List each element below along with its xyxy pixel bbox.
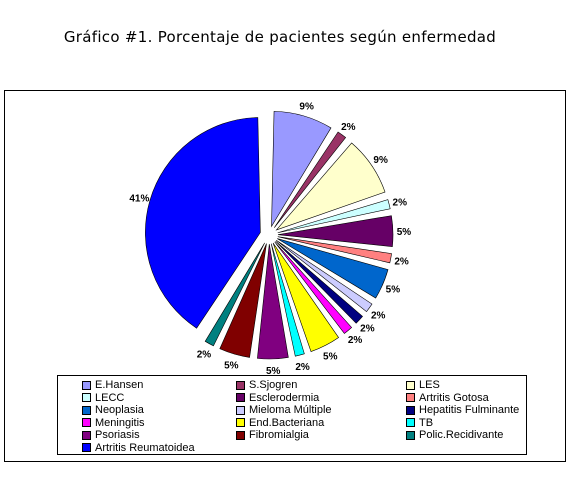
pie-slice-polic-recidivante bbox=[204, 242, 265, 347]
data-label-mieloma-m-ltiple: 2% bbox=[371, 310, 386, 321]
legend-item: Hepatitis Fulminante bbox=[406, 404, 519, 416]
legend-item: Meningitis bbox=[82, 417, 145, 429]
pie-slice-neoplasia bbox=[277, 238, 389, 299]
data-label-tb: 2% bbox=[295, 362, 310, 373]
legend-swatch bbox=[406, 393, 415, 402]
data-label-artritis-gotosa: 2% bbox=[394, 256, 409, 267]
pie-slice-e-hansen bbox=[271, 111, 332, 228]
chart-title: Gráfico #1. Porcentaje de pacientes segú… bbox=[63, 28, 497, 46]
legend-label: LES bbox=[419, 379, 440, 391]
legend-label: Artritis Gotosa bbox=[419, 391, 489, 404]
pie-slice-meningitis bbox=[274, 241, 353, 334]
legend-label: Polic.Recidivante bbox=[419, 429, 504, 441]
pie-slice-mieloma-m-ltiple bbox=[276, 240, 373, 313]
data-label-neoplasia: 5% bbox=[386, 285, 401, 296]
pie-slice-artritis-gotosa bbox=[277, 236, 392, 264]
chart-frame: 9% 2% 9% 2% 5% 2% 5% 2% 2% 2% 5% 2% 5% 5% 2% 41% E.Hans… bbox=[4, 90, 566, 462]
data-label-hepatitis-fulminante: 2% bbox=[360, 323, 375, 334]
legend-label: Esclerodermia bbox=[249, 391, 320, 404]
data-label-s-sjogren: 2% bbox=[341, 122, 356, 133]
data-label-artritis-reumatoidea: 41% bbox=[129, 193, 149, 204]
pie-slice-tb bbox=[270, 243, 305, 357]
legend-swatch bbox=[236, 405, 245, 415]
legend-swatch bbox=[82, 405, 91, 415]
legend-item: TB bbox=[406, 417, 433, 429]
data-label-les: 9% bbox=[373, 155, 388, 166]
legend-item: Polic.Recidivante bbox=[406, 429, 503, 441]
pie-chart: 9%2%9%2%5%2%5%2%2%2%5%2%5%5%2%41% bbox=[129, 101, 412, 377]
legend-label: Fibromialgia bbox=[249, 429, 309, 441]
pie-slice-artritis-reumatoidea bbox=[145, 117, 261, 329]
legend-label: Meningitis bbox=[95, 416, 145, 429]
pie-slice-les bbox=[275, 142, 386, 231]
legend-item: Esclerodermia bbox=[236, 392, 319, 404]
pie-slice-esclerodermia bbox=[277, 215, 394, 247]
data-label-e-hansen: 9% bbox=[299, 101, 314, 112]
legend-swatch bbox=[236, 418, 245, 427]
legend-label: E.Hansen bbox=[95, 379, 144, 391]
legend-label: Artritis Reumatoidea bbox=[95, 441, 195, 454]
legend-swatch bbox=[82, 430, 91, 440]
data-label-esclerodermia: 5% bbox=[397, 227, 412, 238]
data-label-polic-recidivante: 2% bbox=[197, 349, 212, 360]
legend-swatch bbox=[406, 418, 415, 427]
legend-label: End.Bacteriana bbox=[249, 416, 325, 429]
legend-swatch bbox=[406, 380, 415, 390]
legend-swatch bbox=[406, 430, 415, 440]
data-label-meningitis: 2% bbox=[348, 335, 363, 346]
legend-item: End.Bacteriana bbox=[236, 417, 324, 429]
legend-swatch bbox=[236, 430, 245, 440]
legend-item: E.Hansen bbox=[82, 379, 143, 391]
legend-swatch bbox=[406, 405, 415, 415]
legend-swatch bbox=[82, 380, 91, 390]
legend-swatch bbox=[82, 418, 91, 427]
data-label-lecc: 2% bbox=[393, 197, 408, 208]
legend-item: Artritis Reumatoidea bbox=[82, 442, 195, 454]
legend-item: S.Sjogren bbox=[236, 379, 297, 391]
pie-slice-end-bacteriana bbox=[272, 242, 340, 352]
data-label-end-bacteriana: 5% bbox=[323, 351, 338, 362]
legend-label: Psoriasis bbox=[95, 429, 140, 441]
legend-label: S.Sjogren bbox=[249, 379, 298, 391]
legend-swatch bbox=[82, 393, 91, 402]
legend-label: LECC bbox=[95, 391, 125, 404]
pie-slice-hepatitis-fulminante bbox=[275, 240, 363, 324]
legend-swatch bbox=[236, 380, 245, 390]
legend-item: LES bbox=[406, 379, 440, 391]
legend-label: Mieloma Múltiple bbox=[249, 404, 332, 416]
pie-slice-psoriasis bbox=[257, 243, 289, 360]
chart-legend: E.Hansen S.Sjogren LES LECC Esclerodermia Art… bbox=[57, 375, 527, 455]
legend-label: Hepatitis Fulminante bbox=[419, 404, 520, 416]
legend-item: Psoriasis bbox=[82, 429, 140, 441]
data-label-fibromialgia: 5% bbox=[224, 361, 239, 372]
legend-item: Fibromialgia bbox=[236, 429, 309, 441]
pie-slice-s-sjogren bbox=[274, 131, 347, 228]
legend-label: Neoplasia bbox=[95, 404, 144, 416]
legend-label: TB bbox=[419, 416, 434, 429]
legend-swatch bbox=[236, 393, 245, 402]
legend-swatch bbox=[82, 443, 91, 452]
legend-item: LECC bbox=[82, 392, 124, 404]
data-label-psoriasis: 5% bbox=[266, 366, 281, 377]
legend-item: Mieloma Múltiple bbox=[236, 404, 332, 416]
legend-item: Neoplasia bbox=[82, 404, 144, 416]
pie-slice-fibromialgia bbox=[219, 243, 267, 358]
legend-item: Artritis Gotosa bbox=[406, 392, 489, 404]
pie-slice-lecc bbox=[277, 199, 391, 234]
